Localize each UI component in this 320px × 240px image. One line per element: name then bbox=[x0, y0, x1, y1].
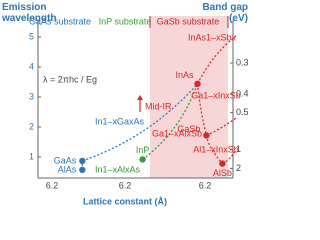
alloy-curve bbox=[206, 117, 237, 136]
data-point bbox=[219, 160, 226, 167]
chart: 1 2 3 4 5 0.3 0.4 0.5 1 2 6.2 6.2 6.2 Lattice constan… bbox=[29, 16, 249, 206]
point-label: InP bbox=[136, 145, 150, 155]
x-axis-title: Lattice constant (Å) bbox=[83, 196, 167, 206]
page: 1 2 3 4 5 0.3 0.4 0.5 1 2 6.2 6.2 6.2 Lattice constan… bbox=[2, 2, 249, 207]
y2-axis-title: Band gap (eV) bbox=[202, 2, 248, 24]
y-tick-label: 1 bbox=[29, 151, 34, 161]
alloy-curve bbox=[82, 83, 199, 162]
data-point bbox=[79, 166, 86, 174]
y-axis-title: Emission wavelength bbox=[2, 2, 57, 24]
curve-label: Al1–xInxSb bbox=[193, 144, 239, 154]
curve-label: In1–xAlxAs bbox=[95, 164, 141, 174]
data-point bbox=[203, 132, 210, 139]
data-point bbox=[194, 80, 201, 88]
y-tick-label: 4 bbox=[29, 61, 34, 71]
point-label: GaSb bbox=[177, 124, 200, 134]
curve-label: InAs1–xSbx bbox=[188, 32, 237, 42]
y2-tick-label: 0.5 bbox=[236, 107, 249, 117]
y2-tick-label: 2 bbox=[236, 163, 241, 173]
point-label: AlSb bbox=[213, 168, 232, 178]
curve-label: Ga1–xAlxSb bbox=[152, 128, 202, 138]
x-tick-label: 6.2 bbox=[46, 180, 59, 190]
substrate-region bbox=[150, 16, 228, 178]
y2-tick-label: 0.3 bbox=[236, 57, 249, 67]
y-tick-label: 2 bbox=[29, 121, 34, 131]
y-tick-label: 5 bbox=[29, 31, 34, 41]
x-tick-label: 6.2 bbox=[119, 180, 132, 190]
region-label: GaSb substrate bbox=[157, 16, 220, 26]
alloy-curve bbox=[205, 135, 223, 165]
alloy-curve bbox=[196, 83, 208, 136]
point-label: GaAs bbox=[54, 155, 77, 165]
region-label: InP substrate bbox=[99, 16, 152, 26]
y-tick-label: 3 bbox=[29, 91, 34, 101]
point-label: AlAs bbox=[58, 164, 77, 174]
point-label: InAs bbox=[176, 70, 195, 80]
curve-label: In1–xGaxAs bbox=[95, 116, 145, 126]
alloy-curve bbox=[142, 83, 199, 160]
y2-tick-label: 1 bbox=[236, 144, 241, 154]
alloy-curve bbox=[196, 35, 237, 85]
arrow-head bbox=[137, 95, 143, 100]
data-point bbox=[79, 157, 86, 165]
formula: λ = 2πhc / Eg bbox=[43, 74, 97, 84]
annotation: Mid-IR bbox=[145, 101, 172, 111]
curve-label: Ga1–xInxSb bbox=[191, 90, 241, 100]
y2-tick-label: 0.4 bbox=[236, 88, 249, 98]
x-tick-label: 6.2 bbox=[199, 180, 212, 190]
data-point bbox=[139, 156, 146, 163]
region-label: GaAs substrate bbox=[29, 16, 91, 26]
